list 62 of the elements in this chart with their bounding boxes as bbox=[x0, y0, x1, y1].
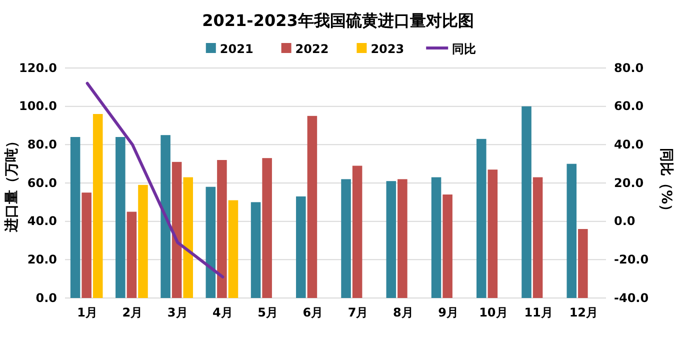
x-tick-label: 6月 bbox=[302, 306, 324, 320]
y-tick-label: 20.0 bbox=[27, 252, 57, 267]
bar bbox=[442, 194, 452, 298]
x-tick-label: 4月 bbox=[212, 306, 233, 320]
y2-axis-title: 同比（%） bbox=[658, 148, 674, 218]
y-tick-label: 40.0 bbox=[27, 214, 57, 228]
bar bbox=[386, 181, 396, 298]
x-tick-label: 8月 bbox=[393, 306, 414, 320]
x-tick-label: 12月 bbox=[569, 306, 598, 320]
bar bbox=[228, 200, 238, 298]
bar bbox=[431, 177, 442, 298]
x-tick-label: 10月 bbox=[479, 306, 508, 320]
bar bbox=[116, 137, 126, 298]
bar bbox=[262, 158, 272, 298]
y-tick-label: 60.0 bbox=[27, 176, 57, 190]
bar bbox=[522, 106, 532, 298]
bar bbox=[578, 229, 588, 298]
y2-tick-label: 40.0 bbox=[614, 138, 644, 152]
bar bbox=[296, 196, 306, 298]
legend-label: 同比 bbox=[452, 42, 476, 56]
y-tick-label: 80.0 bbox=[27, 138, 57, 152]
bar bbox=[488, 170, 498, 298]
y2-tick-label: -40.0 bbox=[614, 290, 649, 305]
y-tick-label: 120.0 bbox=[19, 60, 57, 75]
bar bbox=[398, 179, 408, 298]
chart-title: 2021-2023年我国硫黄进口量对比图 bbox=[202, 11, 474, 30]
y2-tick-label: -20.0 bbox=[614, 252, 649, 267]
y2-tick-label: 60.0 bbox=[614, 99, 644, 114]
legend-label: 2021 bbox=[220, 42, 254, 56]
bar bbox=[352, 166, 362, 298]
bar bbox=[183, 177, 193, 298]
x-tick-label: 2月 bbox=[122, 306, 143, 320]
bar bbox=[341, 179, 351, 298]
bar bbox=[217, 160, 227, 298]
x-tick-label: 11月 bbox=[524, 306, 553, 320]
bar bbox=[126, 212, 137, 298]
x-tick-label: 5月 bbox=[258, 306, 278, 320]
y-tick-label: 0.0 bbox=[36, 290, 57, 305]
x-tick-label: 7月 bbox=[348, 306, 368, 320]
bar bbox=[138, 184, 148, 298]
bar bbox=[532, 177, 543, 298]
y2-tick-label: 20.0 bbox=[614, 176, 644, 190]
x-tick-label: 3月 bbox=[167, 306, 188, 320]
bar bbox=[92, 114, 103, 298]
bar bbox=[250, 202, 261, 298]
y-axis-title: 进口量（万吨） bbox=[4, 134, 20, 233]
x-tick-label: 1月 bbox=[77, 306, 98, 320]
legend-label: 2022 bbox=[295, 42, 329, 56]
y2-tick-label: 0.0 bbox=[614, 214, 636, 228]
bar bbox=[476, 138, 486, 298]
bar bbox=[160, 135, 170, 298]
bar bbox=[566, 164, 577, 298]
line-series bbox=[86, 82, 224, 278]
y-tick-label: 100.0 bbox=[19, 99, 57, 114]
legend-label: 2023 bbox=[370, 42, 404, 56]
x-tick-label: 9月 bbox=[438, 306, 458, 320]
bar bbox=[206, 186, 216, 298]
bar bbox=[70, 137, 80, 298]
bar bbox=[82, 192, 92, 298]
bar bbox=[307, 116, 318, 298]
y2-tick-label: 80.0 bbox=[614, 60, 644, 75]
bar bbox=[172, 162, 182, 298]
